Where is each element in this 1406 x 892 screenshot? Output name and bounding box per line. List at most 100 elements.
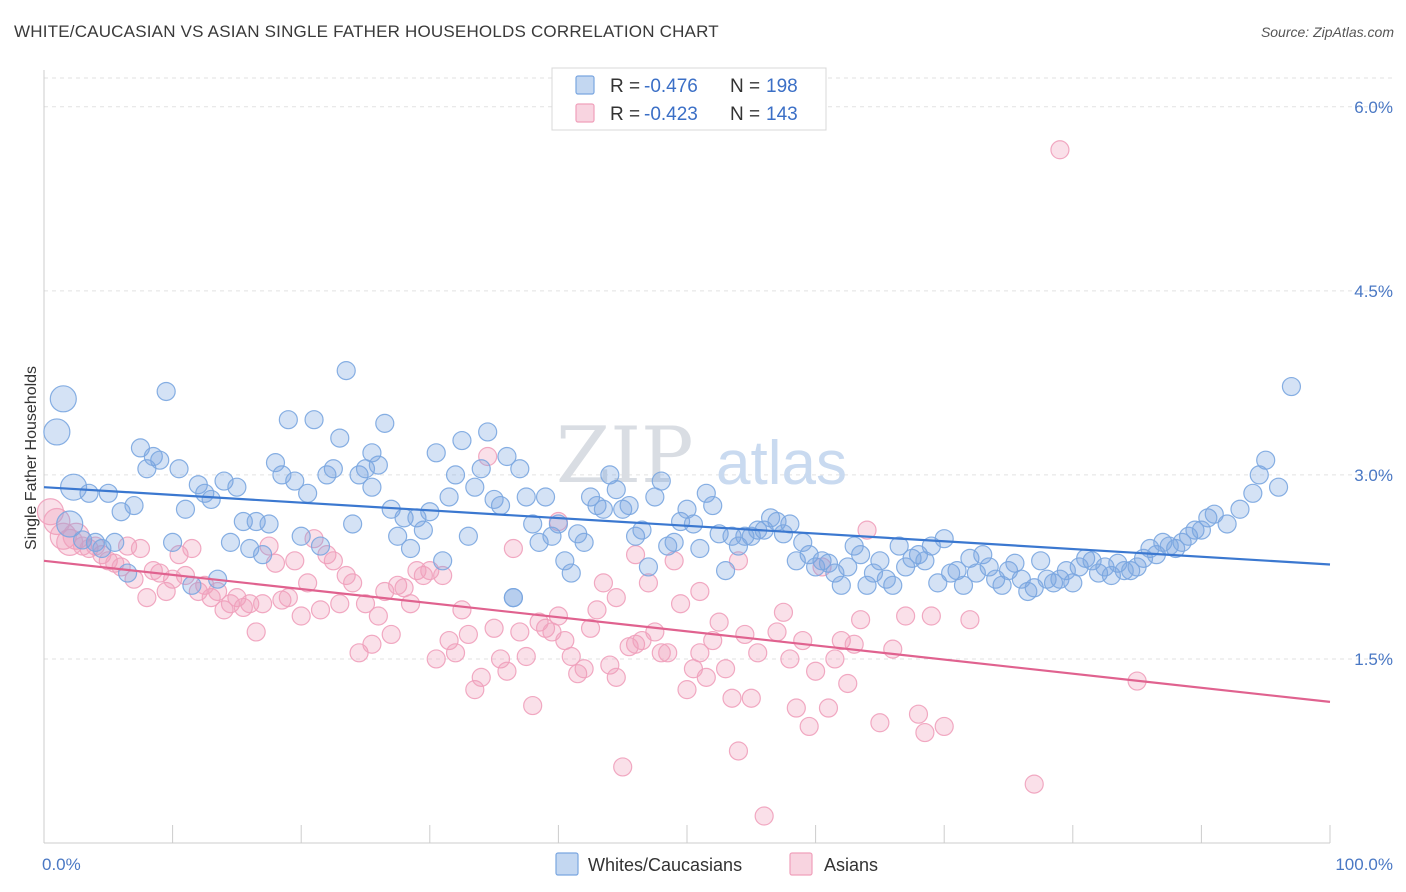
asian-point-136 [1050,140,1070,160]
x-tick-label-0: 0.0% [42,855,81,874]
asian-point-134 [960,610,980,630]
asian-point-75 [523,695,543,716]
white-point-82 [574,532,594,552]
asian-point-68 [478,446,498,467]
white-point-106 [728,536,749,556]
asian-point-121 [825,649,845,669]
white-point-128 [870,551,890,571]
white-point-19 [169,459,189,479]
white-point-101 [696,483,716,503]
white-points [43,361,1302,608]
asian-point-33 [253,594,273,614]
asian-point-45 [330,594,350,614]
white-point-2 [56,510,84,538]
asian-point-139 [606,588,626,608]
asian-point-91 [625,634,646,654]
asian-point-61 [433,565,453,586]
white-point-78 [548,514,569,534]
asian-point-84 [580,618,601,638]
white-point-102 [703,495,723,516]
white-point-40 [304,410,324,430]
asian-point-101 [690,643,710,663]
white-point-60 [433,551,453,571]
asian-point-14 [130,538,151,559]
legend-n-label-white: N = [730,76,760,97]
asian-point-88 [606,667,626,687]
axes [43,70,1331,844]
asian-point-98 [670,594,691,614]
asian-point-122 [831,630,851,651]
white-point-72 [510,459,530,479]
asian-point-44 [323,551,343,571]
white-point-33 [259,514,279,534]
white-point-84 [587,495,607,516]
white-point-59 [426,443,446,463]
asian-point-38 [285,551,305,571]
asian-point-60 [426,649,446,669]
asian-point-105 [715,659,736,679]
white-point-182 [1230,499,1250,519]
white-point-27 [220,532,241,552]
stats-legend: R = -0.476 N = 198 R = -0.423 N = 143 [551,67,827,131]
asian-point-58 [413,565,433,586]
white-point-130 [883,575,903,595]
asian-point-130 [908,704,929,724]
asian-point-55 [394,578,414,598]
trend-lines [43,486,1331,703]
white-point-39 [298,483,318,503]
asian-point-72 [503,538,523,559]
white-point-95 [658,536,678,556]
asian-point-107 [728,741,749,761]
legend-r-value-white: -0.476 [644,76,698,97]
white-point-50 [368,455,388,475]
white-trend-line [43,486,1331,566]
white-point-188 [503,588,523,608]
white-point-88 [613,499,633,519]
white-point-100 [690,538,710,559]
asian-point-94 [645,622,665,642]
white-point-157 [1056,561,1076,581]
white-point-53 [388,526,408,546]
legend-label-whites-caucasians: Whites/Caucasians [588,855,742,875]
asian-point-40 [298,573,318,593]
white-point-11 [117,563,138,583]
asian-point-74 [516,646,536,667]
asian-point-63 [445,643,466,663]
asian-point-73 [510,622,530,642]
white-point-141 [953,575,974,595]
white-point-57 [413,520,433,540]
legend-swatch-whites-caucasians [555,852,579,876]
asian-point-135 [1024,774,1044,794]
series-legend: Whites/Caucasians Asians [555,852,878,876]
white-point-131 [889,536,909,556]
white-point-120 [818,553,839,573]
asian-point-123 [838,673,858,694]
white-point-64 [458,526,478,546]
white-point-43 [323,459,343,479]
white-point-138 [934,529,954,549]
watermark-atlas: atlas [716,429,847,498]
white-point-37 [285,471,305,491]
asian-point-64 [452,600,472,620]
asian-point-93 [638,573,659,593]
asian-point-30 [233,597,253,618]
asian-point-142 [728,551,749,571]
white-point-181 [1217,514,1237,534]
asian-trend-line [43,559,1331,703]
asian-point-109 [741,688,761,708]
white-point-104 [715,561,736,581]
asian-point-118 [805,661,826,681]
y-tick-label-2: 4.5% [1354,282,1393,301]
white-point-92 [638,557,659,577]
white-point-46 [343,514,363,534]
asian-point-117 [799,716,819,737]
asian-point-62 [439,630,459,651]
white-point-151 [1018,581,1038,602]
asian-point-67 [471,667,491,687]
white-point-38 [291,526,311,546]
white-point-73 [516,487,536,507]
legend-n-value-white: 198 [766,76,798,97]
asian-point-86 [593,573,614,593]
white-point-113 [773,524,794,544]
white-point-67 [478,422,498,442]
